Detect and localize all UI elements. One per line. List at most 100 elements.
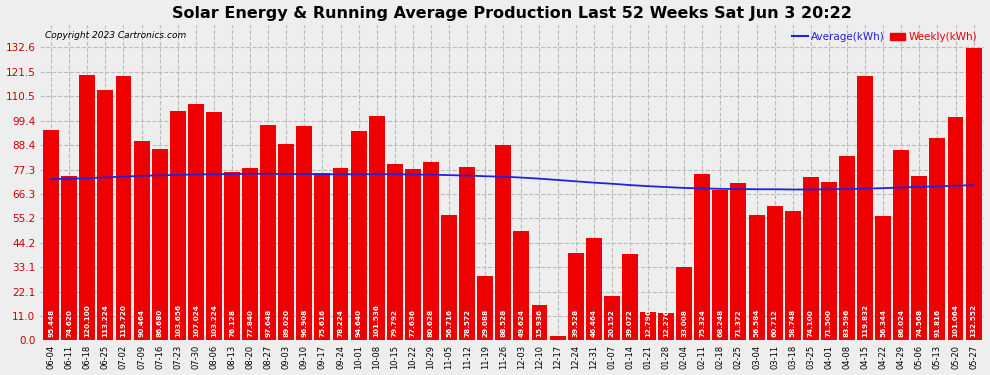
Text: 29.088: 29.088 bbox=[482, 309, 488, 337]
Text: 77.840: 77.840 bbox=[248, 309, 253, 337]
Text: 89.020: 89.020 bbox=[283, 309, 289, 337]
Bar bbox=[947, 117, 963, 340]
Text: 101.536: 101.536 bbox=[373, 304, 380, 337]
Bar bbox=[61, 176, 77, 340]
Bar bbox=[839, 156, 855, 340]
Text: 49.624: 49.624 bbox=[519, 309, 525, 337]
Bar bbox=[912, 176, 928, 340]
Title: Solar Energy & Running Average Production Last 52 Weeks Sat Jun 3 20:22: Solar Energy & Running Average Productio… bbox=[172, 6, 852, 21]
Bar bbox=[694, 174, 710, 340]
Text: 97.648: 97.648 bbox=[265, 309, 271, 337]
Text: 56.716: 56.716 bbox=[446, 309, 452, 337]
Text: 79.792: 79.792 bbox=[392, 309, 398, 337]
Text: 33.008: 33.008 bbox=[681, 309, 687, 337]
Text: 132.552: 132.552 bbox=[970, 304, 976, 337]
Bar bbox=[116, 76, 132, 340]
Bar bbox=[875, 216, 891, 340]
Bar bbox=[495, 145, 511, 340]
Text: 103.224: 103.224 bbox=[211, 304, 217, 337]
Text: 113.224: 113.224 bbox=[102, 304, 109, 337]
Text: 74.568: 74.568 bbox=[917, 309, 923, 337]
Bar bbox=[79, 75, 95, 340]
Bar bbox=[857, 76, 873, 340]
Bar bbox=[206, 112, 222, 340]
Bar bbox=[134, 141, 149, 340]
Bar bbox=[549, 336, 565, 340]
Text: 74.100: 74.100 bbox=[808, 309, 814, 337]
Bar bbox=[442, 215, 457, 340]
Text: 90.464: 90.464 bbox=[139, 309, 145, 337]
Bar bbox=[260, 124, 276, 340]
Bar bbox=[785, 211, 801, 340]
Bar bbox=[641, 312, 656, 340]
Bar bbox=[44, 129, 59, 340]
Bar bbox=[604, 296, 620, 340]
Bar bbox=[930, 138, 945, 340]
Bar bbox=[423, 162, 439, 340]
Text: 96.908: 96.908 bbox=[301, 309, 307, 337]
Bar bbox=[333, 168, 348, 340]
Text: 78.224: 78.224 bbox=[338, 309, 344, 337]
Bar bbox=[296, 126, 312, 340]
Text: 46.464: 46.464 bbox=[591, 309, 597, 337]
Bar bbox=[459, 167, 475, 340]
Bar bbox=[97, 90, 114, 340]
Text: 78.572: 78.572 bbox=[464, 309, 470, 337]
Bar bbox=[387, 164, 403, 340]
Bar bbox=[368, 116, 385, 340]
Text: 68.248: 68.248 bbox=[718, 309, 724, 337]
Text: 76.128: 76.128 bbox=[229, 309, 235, 337]
Text: 119.832: 119.832 bbox=[862, 304, 868, 337]
Bar bbox=[405, 169, 421, 340]
Bar bbox=[713, 190, 729, 340]
Text: 86.680: 86.680 bbox=[156, 309, 162, 337]
Bar bbox=[748, 215, 764, 340]
Bar bbox=[243, 168, 258, 340]
Text: 119.720: 119.720 bbox=[121, 304, 127, 337]
Text: 15.936: 15.936 bbox=[537, 309, 543, 337]
Text: 12.796: 12.796 bbox=[645, 309, 651, 337]
Text: 56.584: 56.584 bbox=[753, 309, 759, 337]
Text: 120.100: 120.100 bbox=[84, 304, 90, 337]
Legend: Average(kWh), Weekly(kWh): Average(kWh), Weekly(kWh) bbox=[790, 30, 979, 44]
Text: 86.024: 86.024 bbox=[898, 309, 904, 337]
Text: 12.276: 12.276 bbox=[663, 309, 669, 337]
Bar bbox=[278, 144, 294, 340]
Text: 95.448: 95.448 bbox=[49, 309, 54, 337]
Text: 107.024: 107.024 bbox=[193, 304, 199, 337]
Bar bbox=[965, 48, 981, 340]
Bar bbox=[731, 183, 746, 340]
Bar bbox=[658, 313, 674, 340]
Bar bbox=[224, 172, 240, 340]
Text: 91.816: 91.816 bbox=[935, 309, 940, 337]
Bar bbox=[350, 131, 366, 340]
Text: 58.748: 58.748 bbox=[790, 309, 796, 337]
Text: 20.152: 20.152 bbox=[609, 309, 615, 337]
Bar bbox=[803, 177, 819, 340]
Text: 94.640: 94.640 bbox=[355, 309, 361, 337]
Text: 39.072: 39.072 bbox=[627, 309, 633, 337]
Bar bbox=[622, 254, 638, 340]
Bar bbox=[514, 231, 530, 340]
Text: 71.500: 71.500 bbox=[826, 309, 832, 337]
Bar bbox=[151, 149, 167, 340]
Text: 101.064: 101.064 bbox=[952, 304, 958, 337]
Text: 75.616: 75.616 bbox=[320, 309, 326, 337]
Text: 60.712: 60.712 bbox=[771, 309, 777, 337]
Bar bbox=[893, 150, 909, 340]
Text: 75.324: 75.324 bbox=[699, 309, 705, 337]
Bar bbox=[315, 173, 331, 340]
Text: 74.620: 74.620 bbox=[66, 309, 72, 337]
Bar bbox=[821, 182, 837, 340]
Text: 80.628: 80.628 bbox=[428, 309, 434, 337]
Text: 103.656: 103.656 bbox=[175, 304, 181, 337]
Text: 88.528: 88.528 bbox=[500, 309, 506, 337]
Text: 39.528: 39.528 bbox=[572, 309, 579, 337]
Text: 56.344: 56.344 bbox=[880, 309, 886, 337]
Bar bbox=[188, 104, 204, 340]
Bar bbox=[477, 276, 493, 340]
Bar bbox=[676, 267, 692, 340]
Bar bbox=[170, 111, 186, 340]
Text: 71.372: 71.372 bbox=[736, 309, 742, 337]
Bar bbox=[567, 253, 584, 340]
